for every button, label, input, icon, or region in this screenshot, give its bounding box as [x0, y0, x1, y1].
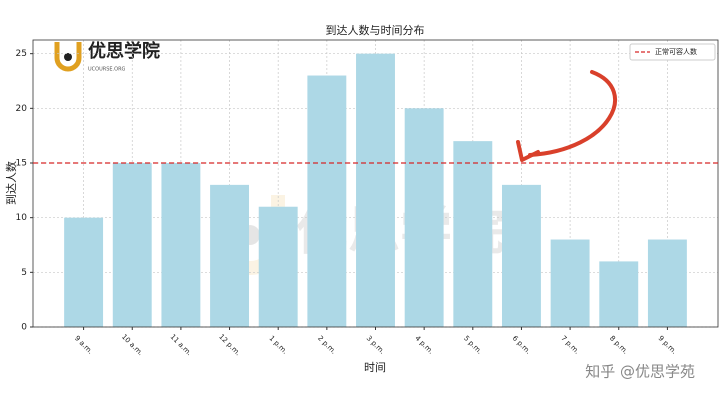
- bar: [307, 75, 347, 328]
- logo-text: 优思学院: [88, 40, 160, 62]
- bar: [161, 163, 201, 327]
- bar: [501, 184, 541, 327]
- y-tick-label: 25: [16, 49, 27, 59]
- x-tick-label: 1 p.m.: [267, 334, 289, 356]
- bar: [404, 108, 444, 327]
- x-tick-label: 7 p.m.: [559, 334, 581, 356]
- legend-label: 正常可容人数: [655, 47, 697, 56]
- source-watermark: 知乎 @优思学苑: [585, 363, 695, 381]
- x-tick-label: 11 a.m.: [169, 333, 194, 358]
- legend-box: [629, 43, 716, 61]
- x-tick-label: 3 p.m.: [365, 334, 387, 356]
- chart-title: 到达人数与时间分布: [326, 24, 425, 37]
- annotation-arrowhead: [516, 140, 540, 162]
- logo-subtext: UCOURSE.ORG: [88, 67, 126, 73]
- x-tick-label: 4 p.m.: [413, 334, 435, 356]
- y-tick-label: 5: [21, 268, 27, 278]
- x-axis-label: 时间: [364, 361, 386, 374]
- logo-icon: [54, 42, 82, 72]
- logo-icon-dot: [64, 53, 72, 61]
- y-tick-label: 15: [16, 159, 27, 169]
- plot-area: 0 5 10 15 20 25 9 a.m. 10 a.m. 11 a.m. 12 p.m. 1 p…: [16, 39, 719, 358]
- y-tick-label: 20: [16, 104, 28, 114]
- x-tick-label: 2 p.m.: [316, 334, 338, 356]
- x-tick-label: 5 p.m.: [462, 334, 484, 356]
- logo: 优思学院 UCOURSE.ORG: [54, 40, 160, 73]
- plot-frame: [32, 39, 719, 328]
- y-tick-label: 10: [16, 213, 28, 223]
- bar: [356, 53, 395, 328]
- x-tick-label: 10 a.m.: [120, 333, 145, 358]
- bar: [550, 239, 590, 327]
- bar: [258, 206, 298, 327]
- y-axis-label: 到达人数: [5, 161, 18, 205]
- bar: [210, 184, 250, 327]
- y-tick-label: 0: [21, 323, 27, 333]
- x-tick-label: 9 p.m.: [657, 334, 679, 356]
- bar: [647, 239, 687, 327]
- x-tick-label: 8 p.m.: [608, 334, 630, 356]
- x-tick-label: 12 p.m.: [217, 333, 242, 358]
- bar: [112, 163, 152, 327]
- bar: [599, 261, 639, 327]
- bar: [64, 217, 104, 327]
- bar: [453, 141, 493, 327]
- annotation-arrow: [528, 70, 618, 157]
- x-tick-label: 9 a.m.: [73, 334, 94, 355]
- x-tick-label: 6 p.m.: [511, 334, 533, 356]
